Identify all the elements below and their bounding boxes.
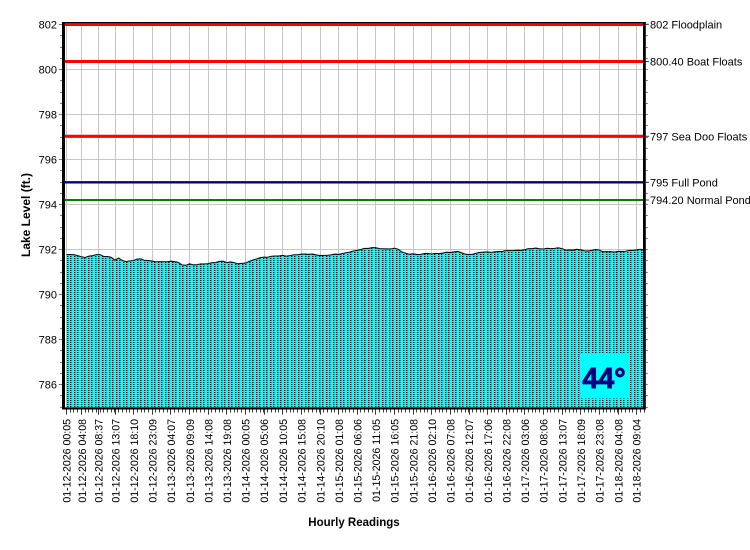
svg-text:800.40 Boat Floats: 800.40 Boat Floats (650, 57, 743, 69)
svg-text:01-13-2026 19:08: 01-13-2026 19:08 (222, 419, 234, 503)
svg-text:01-15-2026 11:05: 01-15-2026 11:05 (371, 419, 383, 502)
svg-text:01-16-2026 17:06: 01-16-2026 17:06 (483, 419, 495, 503)
svg-text:01-12-2026 04:08: 01-12-2026 04:08 (77, 419, 89, 503)
svg-text:01-15-2026 16:05: 01-15-2026 16:05 (390, 419, 402, 503)
svg-text:792: 792 (39, 245, 57, 257)
svg-text:01-18-2026 09:04: 01-18-2026 09:04 (632, 419, 644, 503)
svg-text:44°: 44° (583, 363, 626, 395)
svg-text:01-15-2026 06:06: 01-15-2026 06:06 (352, 419, 364, 503)
svg-text:01-13-2026 09:09: 01-13-2026 09:09 (185, 419, 197, 503)
svg-text:01-17-2026 23:08: 01-17-2026 23:08 (595, 419, 607, 503)
svg-text:01-12-2026 08:37: 01-12-2026 08:37 (94, 419, 106, 503)
svg-text:01-14-2026 15:08: 01-14-2026 15:08 (297, 419, 309, 503)
svg-text:01-17-2026 18:09: 01-17-2026 18:09 (576, 419, 588, 503)
svg-text:802 Floodplain: 802 Floodplain (650, 19, 722, 31)
svg-text:01-16-2026 22:08: 01-16-2026 22:08 (502, 419, 514, 503)
svg-text:01-15-2026 21:08: 01-15-2026 21:08 (408, 419, 420, 503)
svg-text:01-12-2026 13:07: 01-12-2026 13:07 (110, 419, 122, 503)
svg-text:01-12-2026 23:09: 01-12-2026 23:09 (148, 419, 160, 503)
svg-text:01-17-2026 13:07: 01-17-2026 13:07 (557, 419, 569, 503)
svg-text:794: 794 (39, 200, 57, 212)
svg-text:01-13-2026 14:08: 01-13-2026 14:08 (203, 419, 215, 503)
svg-text:01-17-2026 08:06: 01-17-2026 08:06 (539, 419, 551, 503)
svg-text:01-12-2026 18:10: 01-12-2026 18:10 (129, 419, 141, 503)
svg-text:798: 798 (39, 110, 57, 122)
svg-text:01-16-2026 02:10: 01-16-2026 02:10 (427, 419, 439, 503)
svg-text:01-14-2026 10:05: 01-14-2026 10:05 (278, 419, 290, 503)
svg-text:01-14-2026 05:06: 01-14-2026 05:06 (259, 419, 271, 503)
svg-text:Lake Level (ft.): Lake Level (ft.) (19, 173, 33, 257)
svg-text:01-16-2026 12:07: 01-16-2026 12:07 (464, 419, 476, 503)
svg-text:790: 790 (39, 290, 57, 302)
svg-text:794.20 Normal Pond: 794.20 Normal Pond (650, 195, 750, 207)
svg-text:01-14-2026 20:10: 01-14-2026 20:10 (315, 419, 327, 503)
svg-text:01-14-2026 00:05: 01-14-2026 00:05 (241, 419, 253, 503)
svg-text:01-12-2026 00:05: 01-12-2026 00:05 (62, 419, 74, 503)
svg-text:786: 786 (39, 380, 57, 392)
svg-text:01-17-2026 03:06: 01-17-2026 03:06 (520, 419, 532, 503)
svg-text:796: 796 (39, 155, 57, 167)
svg-text:Hourly Readings: Hourly Readings (308, 517, 399, 529)
svg-text:01-18-2026 04:08: 01-18-2026 04:08 (613, 419, 625, 503)
svg-text:800: 800 (39, 65, 57, 77)
svg-text:797 Sea Doo Floats: 797 Sea Doo Floats (650, 131, 748, 143)
svg-text:795 Full Pond: 795 Full Pond (650, 177, 718, 189)
svg-text:01-15-2026 01:08: 01-15-2026 01:08 (334, 419, 346, 503)
svg-text:802: 802 (39, 20, 57, 32)
svg-text:01-16-2026 07:08: 01-16-2026 07:08 (446, 419, 458, 503)
svg-text:788: 788 (39, 335, 57, 347)
svg-text:01-13-2026 04:07: 01-13-2026 04:07 (166, 419, 178, 503)
